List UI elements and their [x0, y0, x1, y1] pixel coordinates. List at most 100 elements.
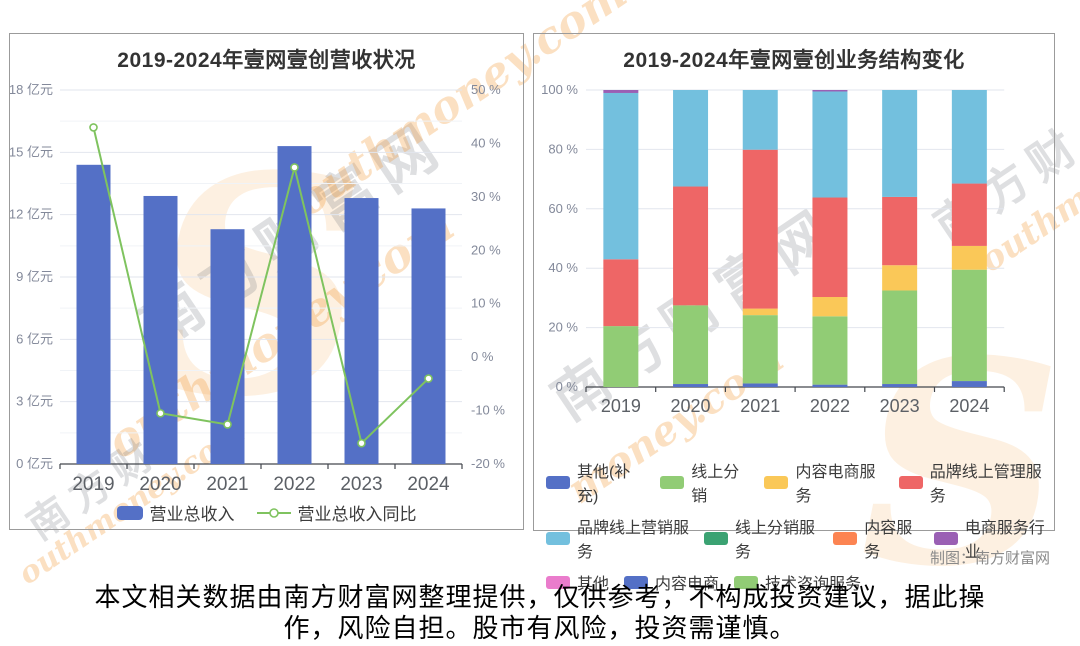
axis-label: 2021 — [740, 396, 780, 416]
legend-row: 其他 内容电商 技术咨询服务 — [546, 570, 1048, 594]
credit-text: 制图：南方财富网 — [929, 550, 1050, 567]
yoy-marker-2019 — [89, 123, 98, 132]
legend-item: 技术咨询服务 — [734, 570, 861, 594]
axis-label: 40 % — [548, 260, 578, 275]
revenue-chart-title: 2019-2024年壹网壹创营收状况 — [117, 49, 416, 72]
stack-segment-2020 — [673, 90, 709, 187]
axis-label: 20 % — [471, 242, 501, 257]
structure-chart-panel: 2019-2024年壹网壹创业务结构变化 100 % 80 % 60 % 40 % 20… — [533, 33, 1055, 593]
yoy-marker-2023 — [357, 438, 366, 448]
stack-segment-2020 — [673, 305, 709, 385]
legend-swatch — [933, 531, 958, 545]
legend-label: 其他(补充) — [577, 464, 631, 505]
stack-segment-2019 — [603, 326, 639, 387]
legend-label: 营业总收入同比 — [297, 505, 417, 524]
axis-label: 2019 — [601, 396, 641, 416]
axis-label: 9 亿元 — [16, 269, 53, 284]
legend-swatch — [546, 531, 570, 545]
stack-segment-2024 — [951, 245, 987, 270]
revenue-chart-canvas: 18 亿元 15 亿元 12 亿元 9 亿元 6 亿元 3 亿元 0 亿元 50 % 40 % 3… — [10, 82, 505, 495]
stack-segment-2023 — [882, 90, 918, 197]
axis-label: -10 % — [471, 403, 505, 418]
yoy-marker-2022 — [290, 163, 299, 172]
stack-segment-2019 — [603, 259, 639, 327]
disclaimer-line-2: 作，风险自担。股市有风险，投资需谨慎。 — [283, 613, 797, 643]
legend-label: 电商服务行业 — [964, 520, 1045, 561]
legend-item: 内容服务 — [833, 514, 918, 562]
legend-label: 品牌线上营销服务 — [577, 520, 690, 561]
axis-label: 18 亿元 — [10, 82, 53, 97]
legend-row: 其他(补充) 线上分销 内容电商服务 品牌线上管理服务 — [546, 458, 1048, 506]
axis-label: 12 亿元 — [10, 207, 53, 222]
axis-label: 20 % — [548, 320, 578, 335]
stack-segment-2021 — [742, 90, 778, 150]
legend-item-revenue: 营业总收入 — [116, 500, 235, 525]
axis-label: 2022 — [273, 474, 315, 495]
revenue-chart-legend: 营业总收入 营业总收入同比 — [10, 500, 523, 525]
legend-item: 内容电商服务 — [764, 458, 883, 506]
revenue-bar-2019 — [76, 164, 111, 465]
legend-label: 品牌线上管理服务 — [929, 464, 1042, 505]
axis-label: 2019 — [72, 474, 114, 495]
yoy-marker-2020 — [156, 408, 165, 418]
stack-segment-2022 — [812, 297, 848, 317]
axis-label: 2023 — [340, 474, 382, 495]
legend-label: 线上分销服务 — [735, 520, 816, 561]
stack-segment-2021 — [742, 308, 778, 316]
legend-line-marker-icon — [256, 507, 291, 518]
legend-swatch — [116, 505, 143, 520]
legend-item: 线上分销 — [660, 458, 749, 506]
legend-swatch — [624, 575, 649, 589]
axis-label: -20 % — [471, 456, 505, 471]
axis-label: 2023 — [880, 396, 920, 416]
legend-swatch — [704, 531, 729, 545]
legend-swatch — [546, 475, 570, 489]
stack-segment-2021 — [742, 149, 778, 309]
yoy-marker-2024 — [424, 374, 433, 383]
axis-label: 0 % — [471, 349, 494, 364]
legend-item-yoy: 营业总收入同比 — [256, 500, 417, 525]
stack-segment-2022 — [812, 384, 848, 387]
axis-label: 2022 — [810, 396, 850, 416]
stack-segment-2024 — [951, 183, 987, 246]
stack-segment-2023 — [882, 196, 918, 266]
yoy-line — [92, 127, 430, 446]
legend-item: 品牌线上管理服务 — [898, 458, 1048, 506]
legend-label: 内容电商服务 — [795, 464, 876, 505]
axis-label: 2020 — [671, 396, 711, 416]
stack-segment-2019 — [603, 92, 639, 260]
axis-label: 30 % — [471, 189, 501, 204]
legend-swatch — [660, 475, 685, 489]
legend-swatch — [833, 531, 858, 545]
disclaimer-line-1: 本文相关数据由南方财富网整理提供，仅供参考，不构成投资建议，据此操 — [94, 582, 986, 612]
legend-item: 品牌线上营销服务 — [546, 514, 689, 562]
axis-label: 10 % — [471, 296, 501, 311]
axis-label: 2024 — [407, 474, 450, 495]
axis-label: 80 % — [548, 141, 578, 156]
axis-label: 100 % — [541, 82, 578, 97]
stack-segment-2022 — [812, 90, 848, 92]
legend-item: 其他(补充) — [546, 458, 645, 506]
legend-item: 内容电商 — [624, 570, 719, 594]
axis-label: 60 % — [548, 201, 578, 216]
axis-label: 2021 — [206, 474, 248, 495]
legend-item: 其他 — [546, 570, 609, 594]
legend-swatch — [764, 475, 789, 489]
stack-segment-2020 — [673, 384, 709, 387]
structure-chart-legend: 其他(补充) 线上分销 内容电商服务 品牌线上管理服务 品牌线上营销服务 线上分销服务 内容… — [546, 458, 1048, 602]
axis-label: 2024 — [949, 396, 989, 416]
revenue-bar-2022 — [277, 146, 312, 464]
stack-segment-2023 — [882, 265, 918, 291]
legend-label: 内容电商 — [655, 576, 720, 593]
stack-segment-2022 — [812, 197, 848, 298]
structure-chart-title: 2019-2024年壹网壹创业务结构变化 — [623, 49, 965, 72]
axis-label: 0 % — [556, 379, 579, 394]
stack-segment-2021 — [742, 383, 778, 387]
legend-swatch — [898, 475, 923, 489]
yoy-marker-2021 — [223, 420, 232, 429]
stack-segment-2021 — [742, 315, 778, 384]
stack-segment-2024 — [951, 90, 987, 184]
stack-segment-2022 — [812, 91, 848, 198]
axis-label: 50 % — [471, 82, 501, 97]
